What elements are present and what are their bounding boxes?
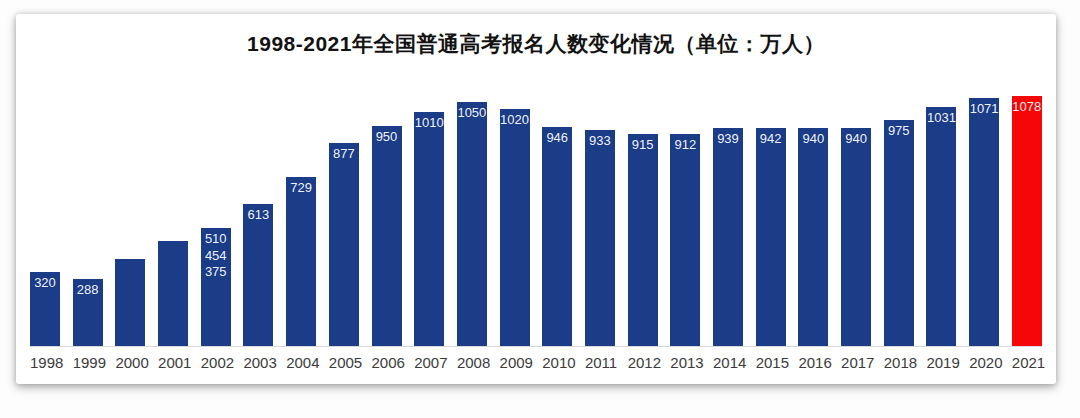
bar-value-label: 1031 — [926, 107, 956, 127]
year-label-2000: 2000 — [115, 354, 145, 371]
year-label-2017: 2017 — [841, 354, 871, 371]
bar-2018: 975 — [884, 120, 914, 346]
bar-value-label: 613 — [243, 204, 273, 224]
bar-2004: 729 — [286, 177, 316, 346]
bar-2021: 1078 — [1012, 96, 1042, 346]
chart-title: 1998-2021年全国普通高考报名人数变化情况（单位：万人） — [16, 14, 1056, 58]
bar-2013: 912 — [670, 134, 700, 346]
year-label-2009: 2009 — [500, 354, 530, 371]
bar-value-label: 940 — [798, 128, 828, 148]
year-label-2021: 2021 — [1012, 354, 1042, 371]
bar-2003: 613 — [243, 204, 273, 346]
bar-1999: 288 — [73, 279, 103, 346]
bar-2001 — [158, 241, 188, 346]
year-label-2016: 2016 — [798, 354, 828, 371]
bar-value-label: 942 — [756, 128, 786, 148]
bar-2009: 1020 — [500, 109, 530, 346]
bar-2006: 950 — [372, 126, 402, 346]
bar-value-label: 288 — [73, 279, 103, 299]
bar-value-label: 1078 — [1012, 96, 1042, 116]
year-label-2004: 2004 — [286, 354, 316, 371]
year-label-2020: 2020 — [969, 354, 999, 371]
bar-value-label: 510 454 375 — [201, 228, 231, 281]
x-axis-labels: 1998 1999 2000 2001 2002 2003 2004 2005 2006 2007… — [30, 354, 1042, 371]
bar-value-label: 933 — [585, 130, 615, 150]
bar-value-label: 939 — [713, 128, 743, 148]
year-label-2003: 2003 — [243, 354, 273, 371]
bar-2005: 877 — [329, 143, 359, 346]
year-label-1998: 1998 — [30, 354, 60, 371]
bar-1998: 320 — [30, 272, 60, 346]
year-label-2006: 2006 — [372, 354, 402, 371]
bar-2017: 940 — [841, 128, 871, 346]
year-label-2005: 2005 — [329, 354, 359, 371]
bar-value-label: 950 — [372, 126, 402, 146]
year-label-2010: 2010 — [542, 354, 572, 371]
year-label-1999: 1999 — [73, 354, 103, 371]
bar-value-label: 912 — [670, 134, 700, 154]
year-label-2011: 2011 — [585, 354, 615, 371]
bar-value-label: 940 — [841, 128, 871, 148]
plot-area: 320 288 510 454 375 613 729 877 950 1010 1050 102… — [30, 96, 1042, 347]
bar-value-label: 729 — [286, 177, 316, 197]
bar-2016: 940 — [798, 128, 828, 346]
bar-value-label: 975 — [884, 120, 914, 140]
chart-card: 1998-2021年全国普通高考报名人数变化情况（单位：万人） 320 288 51… — [16, 14, 1056, 384]
bar-value-label — [115, 259, 145, 262]
bar-2020: 1071 — [969, 98, 999, 346]
year-label-2019: 2019 — [926, 354, 956, 371]
bar-value-label: 1050 — [457, 102, 487, 122]
bar-2007: 1010 — [414, 112, 444, 346]
bar-value-label: 1071 — [969, 98, 999, 118]
bar-value-label: 1010 — [414, 112, 444, 132]
bar-value-label: 1020 — [500, 109, 530, 129]
bar-value-label: 915 — [628, 134, 658, 154]
year-label-2014: 2014 — [713, 354, 743, 371]
bar-2010: 946 — [542, 127, 572, 346]
bar-2014: 939 — [713, 128, 743, 346]
bar-2000 — [115, 259, 145, 346]
bar-value-label: 320 — [30, 272, 60, 292]
bar-2019: 1031 — [926, 107, 956, 346]
bar-2008: 1050 — [457, 102, 487, 346]
bar-2002: 510 454 375 — [201, 228, 231, 346]
year-label-2001: 2001 — [158, 354, 188, 371]
year-label-2007: 2007 — [414, 354, 444, 371]
year-label-2012: 2012 — [628, 354, 658, 371]
bar-2011: 933 — [585, 130, 615, 346]
year-label-2015: 2015 — [756, 354, 786, 371]
bar-value-label: 877 — [329, 143, 359, 163]
year-label-2002: 2002 — [201, 354, 231, 371]
bar-2012: 915 — [628, 134, 658, 346]
bar-2015: 942 — [756, 128, 786, 346]
bar-value-label — [158, 241, 188, 244]
year-label-2018: 2018 — [884, 354, 914, 371]
year-label-2008: 2008 — [457, 354, 487, 371]
year-label-2013: 2013 — [670, 354, 700, 371]
bar-value-label: 946 — [542, 127, 572, 147]
